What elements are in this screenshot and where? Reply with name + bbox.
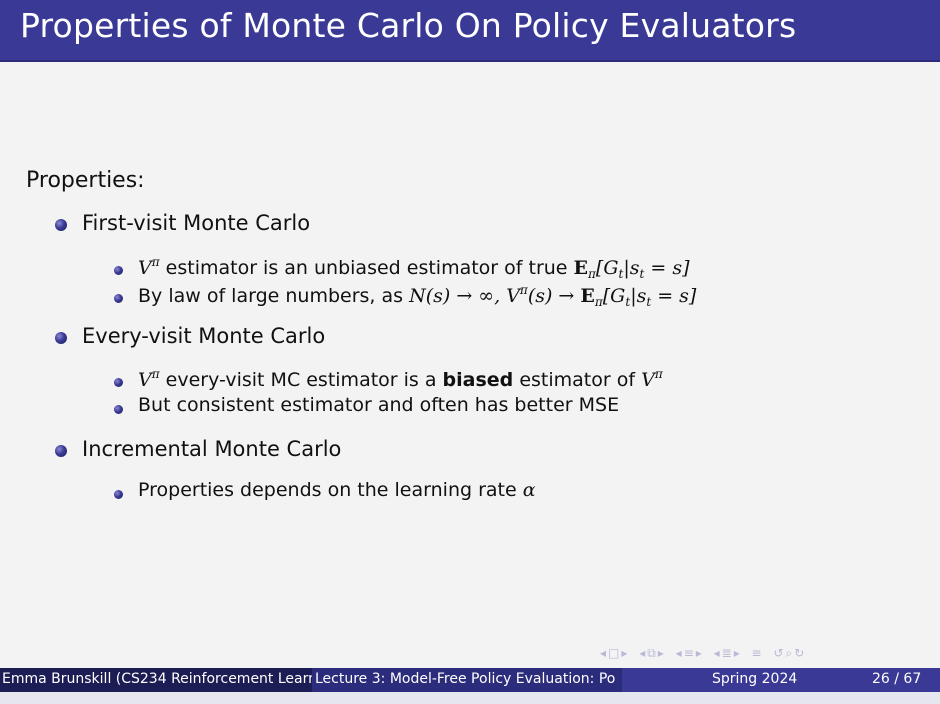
every-visit-point-2: But consistent estimator and often has b… xyxy=(138,394,620,416)
navigation-controls: ◂□▸ ◂⧉▸ ◂≡▸ ◂≣▸ ≡ ↺⌕↻ xyxy=(600,646,810,664)
nav-first-icon[interactable]: ◂□▸ xyxy=(600,646,630,660)
bottom-strip xyxy=(0,692,940,704)
footer: Emma Brunskill (CS234 Reinforcement Lear… xyxy=(0,668,940,692)
sub-bullet-icon xyxy=(114,294,123,303)
sub-bullet-icon xyxy=(114,405,123,414)
footer-page-number: 26 / 67 xyxy=(872,671,922,687)
footer-author: Emma Brunskill (CS234 Reinforcement Lear… xyxy=(2,671,312,687)
sub-bullet-icon xyxy=(114,490,123,499)
footer-author-panel: Emma Brunskill (CS234 Reinforcement Lear… xyxy=(0,668,312,692)
slide-title: Properties of Monte Carlo On Policy Eval… xyxy=(20,6,797,45)
nav-subsection-icon[interactable]: ◂≡▸ xyxy=(675,646,704,660)
footer-lecture: Lecture 3: Model-Free Policy Evaluation:… xyxy=(315,671,616,687)
footer-lecture-panel: Lecture 3: Model-Free Policy Evaluation:… xyxy=(312,668,622,692)
footer-info-panel: Spring 2024 26 / 67 xyxy=(622,668,940,692)
sub-bullet-icon xyxy=(114,266,123,275)
nav-search-icon[interactable]: ↺⌕↻ xyxy=(773,646,807,660)
sub-bullet-icon xyxy=(114,378,123,387)
bullet-icon xyxy=(55,332,67,344)
first-visit-label: First-visit Monte Carlo xyxy=(82,211,311,235)
every-visit-label: Every-visit Monte Carlo xyxy=(82,324,326,348)
nav-align-icon[interactable]: ≡ xyxy=(751,646,764,660)
nav-frame-icon[interactable]: ◂⧉▸ xyxy=(639,646,666,660)
nav-section-icon[interactable]: ◂≣▸ xyxy=(713,646,742,660)
first-visit-point-2: By law of large numbers, as N(s) → ∞, Vπ… xyxy=(138,283,697,309)
footer-term: Spring 2024 xyxy=(712,671,798,687)
title-bar: Properties of Monte Carlo On Policy Eval… xyxy=(0,0,940,62)
slide-content: Properties: First-visit Monte Carlo Vπ e… xyxy=(26,168,697,501)
bullet-icon xyxy=(55,219,67,231)
every-visit-point-1: Vπ every-visit MC estimator is a biased … xyxy=(138,367,663,391)
first-visit-point-1: Vπ estimator is an unbiased estimator of… xyxy=(138,255,690,281)
bullet-icon xyxy=(55,445,67,457)
properties-heading: Properties: xyxy=(26,168,145,193)
incremental-point-1: Properties depends on the learning rate … xyxy=(138,479,536,501)
incremental-label: Incremental Monte Carlo xyxy=(82,437,342,461)
